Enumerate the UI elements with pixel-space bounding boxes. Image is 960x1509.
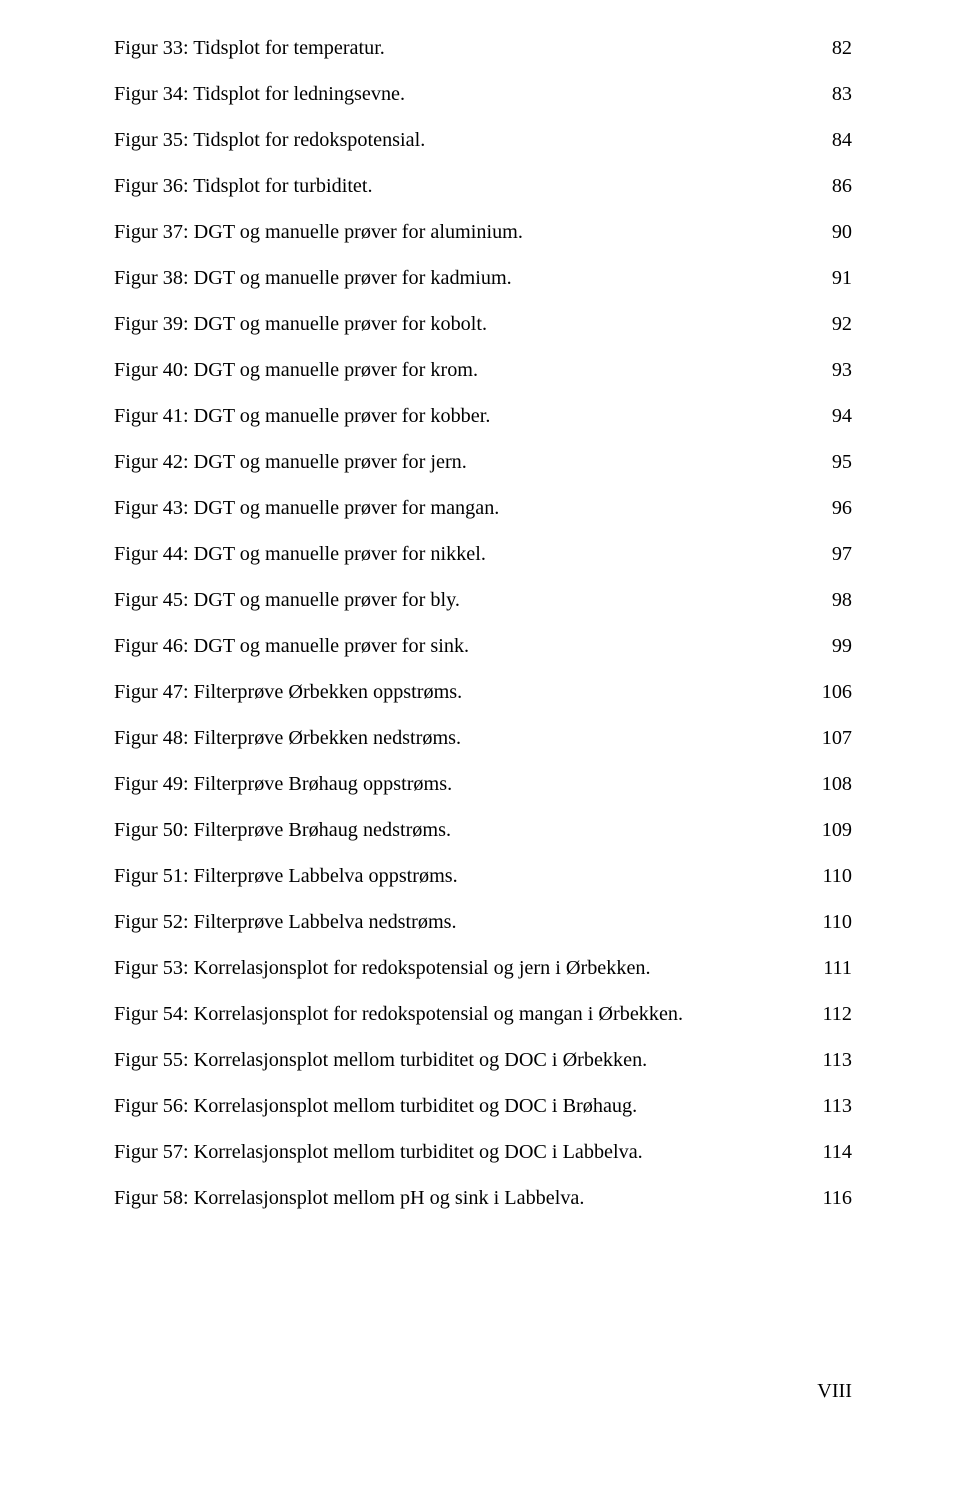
toc-page-number: 112 [822,1004,852,1024]
toc-entry: Figur 38: DGT og manuelle prøver for kad… [114,268,852,288]
toc-entry: Figur 40: DGT og manuelle prøver for kro… [114,360,852,380]
toc-entry: Figur 56: Korrelasjonsplot mellom turbid… [114,1096,852,1116]
toc-entry: Figur 33: Tidsplot for temperatur. 82 [114,38,852,58]
toc-entry: Figur 39: DGT og manuelle prøver for kob… [114,314,852,334]
toc-entry: Figur 52: Filterprøve Labbelva nedstrøms… [114,912,852,932]
toc-page-number: 83 [832,84,852,104]
toc-label: Figur 40: DGT og manuelle prøver for kro… [114,360,478,380]
toc-page-number: 108 [822,774,852,794]
toc-entry: Figur 50: Filterprøve Brøhaug nedstrøms.… [114,820,852,840]
toc-page-number: 98 [832,590,852,610]
toc-page-number: 110 [822,866,852,886]
toc-entry: Figur 55: Korrelasjonsplot mellom turbid… [114,1050,852,1070]
toc-page-number: 110 [822,912,852,932]
toc-page-number: 96 [832,498,852,518]
toc-page-number: 106 [822,682,852,702]
toc-page-number: 93 [832,360,852,380]
toc-entry: Figur 51: Filterprøve Labbelva oppstrøms… [114,866,852,886]
toc-page-number: 94 [832,406,852,426]
toc-page-number: 116 [822,1188,852,1208]
list-of-figures: Figur 33: Tidsplot for temperatur. 82 Fi… [114,38,852,1208]
toc-entry: Figur 48: Filterprøve Ørbekken nedstrøms… [114,728,852,748]
toc-entry: Figur 44: DGT og manuelle prøver for nik… [114,544,852,564]
toc-page-number: 92 [832,314,852,334]
toc-page-number: 95 [832,452,852,472]
toc-label: Figur 39: DGT og manuelle prøver for kob… [114,314,487,334]
page-number-footer: VIII [817,1380,852,1403]
toc-entry: Figur 35: Tidsplot for redokspotensial. … [114,130,852,150]
toc-label: Figur 33: Tidsplot for temperatur. [114,38,385,58]
toc-label: Figur 43: DGT og manuelle prøver for man… [114,498,499,518]
toc-page-number: 97 [832,544,852,564]
toc-entry: Figur 57: Korrelasjonsplot mellom turbid… [114,1142,852,1162]
toc-label: Figur 42: DGT og manuelle prøver for jer… [114,452,467,472]
toc-entry: Figur 49: Filterprøve Brøhaug oppstrøms.… [114,774,852,794]
toc-entry: Figur 47: Filterprøve Ørbekken oppstrøms… [114,682,852,702]
toc-label: Figur 38: DGT og manuelle prøver for kad… [114,268,512,288]
toc-entry: Figur 45: DGT og manuelle prøver for bly… [114,590,852,610]
toc-entry: Figur 34: Tidsplot for ledningsevne. 83 [114,84,852,104]
toc-label: Figur 48: Filterprøve Ørbekken nedstrøms… [114,728,461,748]
toc-label: Figur 47: Filterprøve Ørbekken oppstrøms… [114,682,462,702]
toc-page-number: 91 [832,268,852,288]
toc-page-number: 111 [823,958,852,978]
toc-label: Figur 57: Korrelasjonsplot mellom turbid… [114,1142,643,1162]
toc-label: Figur 54: Korrelasjonsplot for redokspot… [114,1004,683,1024]
toc-label: Figur 49: Filterprøve Brøhaug oppstrøms. [114,774,452,794]
toc-page-number: 90 [832,222,852,242]
toc-page-number: 99 [832,636,852,656]
toc-label: Figur 36: Tidsplot for turbiditet. [114,176,373,196]
toc-page-number: 113 [822,1096,852,1116]
toc-entry: Figur 46: DGT og manuelle prøver for sin… [114,636,852,656]
toc-label: Figur 44: DGT og manuelle prøver for nik… [114,544,486,564]
toc-label: Figur 55: Korrelasjonsplot mellom turbid… [114,1050,647,1070]
toc-label: Figur 46: DGT og manuelle prøver for sin… [114,636,469,656]
toc-label: Figur 56: Korrelasjonsplot mellom turbid… [114,1096,637,1116]
toc-entry: Figur 37: DGT og manuelle prøver for alu… [114,222,852,242]
toc-page-number: 84 [832,130,852,150]
toc-page-number: 109 [822,820,852,840]
toc-label: Figur 58: Korrelasjonsplot mellom pH og … [114,1188,584,1208]
toc-label: Figur 52: Filterprøve Labbelva nedstrøms… [114,912,457,932]
toc-label: Figur 53: Korrelasjonsplot for redokspot… [114,958,651,978]
toc-label: Figur 37: DGT og manuelle prøver for alu… [114,222,523,242]
toc-label: Figur 51: Filterprøve Labbelva oppstrøms… [114,866,458,886]
toc-page-number: 114 [822,1142,852,1162]
toc-page-number: 113 [822,1050,852,1070]
toc-entry: Figur 43: DGT og manuelle prøver for man… [114,498,852,518]
toc-label: Figur 35: Tidsplot for redokspotensial. [114,130,425,150]
toc-entry: Figur 41: DGT og manuelle prøver for kob… [114,406,852,426]
toc-label: Figur 34: Tidsplot for ledningsevne. [114,84,405,104]
toc-label: Figur 41: DGT og manuelle prøver for kob… [114,406,490,426]
toc-entry: Figur 58: Korrelasjonsplot mellom pH og … [114,1188,852,1208]
toc-label: Figur 50: Filterprøve Brøhaug nedstrøms. [114,820,451,840]
toc-page-number: 86 [832,176,852,196]
toc-entry: Figur 54: Korrelasjonsplot for redokspot… [114,1004,852,1024]
toc-entry: Figur 53: Korrelasjonsplot for redokspot… [114,958,852,978]
toc-label: Figur 45: DGT og manuelle prøver for bly… [114,590,460,610]
page-container: Figur 33: Tidsplot for temperatur. 82 Fi… [0,0,960,1509]
toc-entry: Figur 42: DGT og manuelle prøver for jer… [114,452,852,472]
toc-entry: Figur 36: Tidsplot for turbiditet. 86 [114,176,852,196]
toc-page-number: 107 [822,728,852,748]
toc-page-number: 82 [832,38,852,58]
